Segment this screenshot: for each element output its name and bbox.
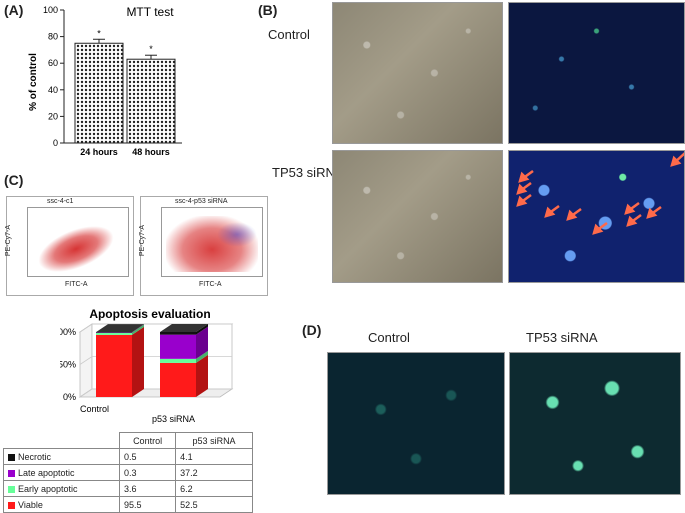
- d-label-sirna: TP53 siRNA: [526, 330, 598, 345]
- apoptosis-bar-top: [96, 324, 144, 333]
- apoptosis-bar-segment: [160, 358, 196, 363]
- apoptosis-bar-segment: [160, 334, 196, 359]
- panel-label-c: (C): [4, 172, 24, 188]
- table-cell: 0.3: [118, 464, 177, 481]
- apoptosis-chart: Apoptosis evaluation 0% 50% 100% Control p5…: [60, 307, 234, 424]
- mtt-y-tick-label: 20: [48, 111, 58, 121]
- arrow-overlay: [516, 152, 684, 235]
- flow-plot-control: ssc-4-c1 FITC-A PE-Cy7-A: [5, 196, 134, 296]
- apoptosis-bar-side: [132, 324, 144, 333]
- legend-swatch: [8, 469, 15, 477]
- apoptosis-bar-side: [196, 326, 208, 359]
- flow-title-control: ssc-4-c1: [47, 198, 74, 205]
- d-label-control: Control: [368, 330, 410, 345]
- table-row-label: Early apoptotic: [3, 480, 120, 497]
- mtt-y-tick-label: 80: [48, 32, 58, 42]
- panel-label-b: (B): [258, 2, 278, 18]
- table-row-label: Viable: [3, 496, 120, 513]
- mtt-x-tick-label: 24 hours: [80, 147, 118, 157]
- table-row: Early apoptotic 3.6 6.2: [3, 480, 253, 497]
- table-row-label: Late apoptotic: [3, 464, 120, 481]
- apoptosis-bar-top: [160, 324, 208, 332]
- mtt-bar: [126, 58, 176, 144]
- green-fluor-control-image: [327, 352, 505, 495]
- apoptosis-bar-side: [132, 324, 144, 335]
- mtt-ylabel: % of control: [28, 53, 39, 111]
- mtt-x-tick-label: 48 hours: [132, 147, 170, 157]
- table-row: Viable 95.5 52.5: [3, 496, 253, 513]
- apoptosis-x-tick-label: p53 siRNA: [152, 414, 195, 424]
- mtt-significance-star: *: [97, 28, 101, 38]
- apoptosis-bar-side: [196, 324, 208, 335]
- apoptosis-y-tick-label: 100%: [60, 327, 76, 337]
- flow-plot-sirna: ssc-4-p53 siRNA FITC-A PE-Cy7-A: [139, 196, 268, 296]
- mtt-chart: MTT test % of control 0 20 40 60 80 100 * 24 h…: [28, 5, 182, 157]
- apoptosis-x-tick-label: Control: [80, 404, 109, 414]
- table-cell: 0.5: [118, 448, 177, 465]
- legend-swatch: [8, 501, 15, 509]
- table-cell: 52.5: [175, 496, 253, 513]
- mtt-y-tick-label: 40: [48, 85, 58, 95]
- table-cell: 4.1: [175, 448, 253, 465]
- apoptosis-bar-segment: [96, 332, 132, 335]
- flow-ylabel-control: PE-Cy7-A: [5, 224, 13, 257]
- row-label-control: Control: [268, 27, 310, 42]
- legend-swatch: [8, 485, 15, 493]
- table-row-label: Necrotic: [3, 448, 120, 465]
- apoptosis-y-ticks: 0% 50% 100%: [60, 327, 76, 402]
- apoptosis-bar-segment: [160, 332, 196, 335]
- apoptosis-bar-side: [196, 354, 208, 397]
- apoptosis-y-tick-label: 50%: [60, 360, 76, 370]
- table-header-cell: [4, 433, 120, 449]
- apoptosis-bar-segment: [160, 362, 196, 397]
- panel-label-d: (D): [302, 322, 322, 338]
- flow-title-sirna: ssc-4-p53 siRNA: [175, 198, 228, 205]
- table-cell: 6.2: [175, 480, 253, 497]
- apoptosis-bars: Control p53 siRNA: [80, 324, 208, 424]
- green-fluor-sirna-image: [509, 352, 681, 495]
- apoptosis-bar-segment: [96, 334, 132, 397]
- table-row: Necrotic 0.5 4.1: [3, 448, 253, 465]
- mtt-bar: [74, 42, 124, 144]
- fluorescence-control-image: [508, 2, 685, 144]
- brightfield-sirna-image: [332, 150, 503, 283]
- apoptosis-bar-side: [132, 324, 144, 333]
- mtt-y-tick-label: 60: [48, 58, 58, 68]
- table-header-row: Control p53 siRNA: [4, 432, 253, 449]
- brightfield-control-image: [332, 2, 503, 144]
- mtt-y-ticks: 0 20 40 60 80 100: [43, 5, 64, 148]
- table-cell: 37.2: [175, 464, 253, 481]
- table-row: Late apoptotic 0.3 37.2: [3, 464, 253, 481]
- apoptosis-table: Control p53 siRNA Necrotic 0.5 4.1 Late …: [3, 432, 253, 513]
- table-cell: 3.6: [118, 480, 177, 497]
- flow-scatter-sirna: [161, 207, 263, 277]
- table-header-cell: p53 siRNA: [175, 432, 253, 449]
- flow-scatter-control: [27, 207, 129, 277]
- mtt-y-tick-label: 0: [53, 138, 58, 148]
- table-cell: 95.5: [118, 496, 177, 513]
- row-label-sirna: TP53 siRNA: [272, 165, 344, 180]
- fluorescence-sirna-image: [508, 150, 685, 283]
- mtt-bars: * 24 hours * 48 hours: [74, 28, 176, 157]
- flow-ylabel-sirna: PE-Cy7-A: [139, 224, 147, 257]
- mtt-title: MTT test: [126, 5, 174, 19]
- panel-label-a: (A): [4, 2, 24, 18]
- apoptosis-title: Apoptosis evaluation: [89, 307, 210, 321]
- table-header-cell: Control: [118, 432, 177, 449]
- apoptosis-bar-side: [132, 326, 144, 397]
- apoptosis-bar-segment: [96, 332, 132, 333]
- apoptosis-y-tick-label: 0%: [63, 392, 76, 402]
- apoptosis-bar-segment: [96, 332, 132, 333]
- mtt-significance-star: *: [149, 44, 153, 54]
- flow-xlabel-sirna: FITC-A: [199, 281, 222, 288]
- legend-swatch: [8, 453, 15, 461]
- apoptosis-bar-side: [196, 350, 208, 363]
- flow-xlabel-control: FITC-A: [65, 281, 88, 288]
- mtt-y-tick-label: 100: [43, 5, 58, 15]
